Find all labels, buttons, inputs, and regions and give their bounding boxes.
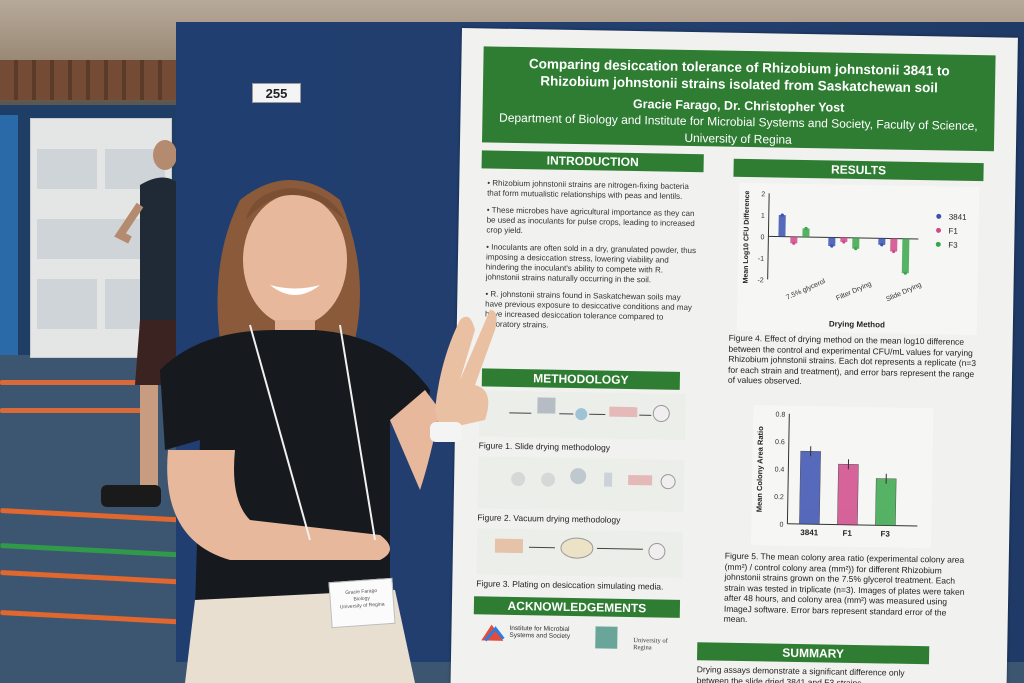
bar-F3 bbox=[901, 238, 910, 274]
y-axis bbox=[786, 413, 790, 524]
section-results: RESULTS bbox=[733, 158, 984, 182]
vacuum-drying-diagram bbox=[477, 456, 685, 512]
bar-3841 bbox=[828, 237, 836, 247]
y-tick-label: 2 bbox=[761, 191, 765, 198]
bar-3841 bbox=[799, 450, 821, 525]
data-point bbox=[892, 249, 896, 254]
data-point bbox=[792, 241, 796, 245]
y-tick-label: -2 bbox=[757, 277, 763, 284]
bar-3841 bbox=[878, 238, 886, 245]
section-summary: SUMMARY bbox=[697, 642, 930, 665]
data-point bbox=[854, 247, 858, 251]
legend-marker bbox=[935, 241, 941, 247]
y-tick-label: 0.2 bbox=[774, 494, 784, 501]
x-tick-label: Filter Drying bbox=[835, 281, 872, 303]
data-point bbox=[903, 271, 907, 275]
board-number: 255 bbox=[252, 83, 301, 103]
y-tick-label: 0.4 bbox=[775, 467, 785, 474]
bar-F3 bbox=[802, 228, 810, 238]
bar-3841 bbox=[778, 215, 786, 237]
x-tick-label: F3 bbox=[880, 529, 890, 538]
figure5-caption: Figure 5. The mean colony area ratio (ex… bbox=[723, 550, 965, 625]
legend-label: F1 bbox=[948, 227, 958, 236]
y-axis-label: Mean Colony Area Ratio bbox=[755, 426, 766, 513]
summary-text: Drying assays demonstrate a significant … bbox=[696, 664, 905, 683]
figure5-chart: 0 0.2 0.4 0.6 0.8 3841 F1 F3 Mean Colony Area Ra… bbox=[751, 405, 934, 549]
university-logo-text: University of Regina bbox=[633, 637, 668, 652]
legend-label: F3 bbox=[948, 241, 958, 250]
data-point bbox=[842, 240, 846, 244]
x-axis-label: Drying Method bbox=[829, 319, 885, 329]
x-tick-label: 3841 bbox=[800, 528, 819, 537]
y-tick-label: 0 bbox=[760, 234, 764, 241]
plant-logo-icon bbox=[595, 626, 618, 649]
research-poster: Comparing desiccation tolerance of Rhizo… bbox=[450, 28, 1018, 683]
plating-diagram bbox=[476, 528, 684, 578]
x-tick-label: 7.5% glycerol bbox=[785, 278, 827, 302]
background-board-edge bbox=[0, 115, 18, 355]
y-tick-label: 0.8 bbox=[775, 412, 785, 419]
figure4-svg: 2 1 0 -1 -2 7.5% glycerol Filter Drying Slide D… bbox=[743, 190, 968, 329]
y-tick-label: 0 bbox=[779, 522, 783, 529]
background-person bbox=[101, 140, 180, 507]
x-tick-label: F1 bbox=[842, 529, 852, 538]
poster-title-banner: Comparing desiccation tolerance of Rhizo… bbox=[482, 46, 996, 152]
data-point bbox=[804, 226, 808, 231]
bleachers bbox=[0, 60, 180, 100]
x-tick-label: Slide Drying bbox=[885, 282, 922, 304]
y-tick-label: 0.6 bbox=[775, 439, 785, 446]
bar-F1 bbox=[790, 236, 798, 244]
bar-F3 bbox=[875, 478, 897, 526]
slide-drying-diagram bbox=[478, 390, 686, 440]
data-point bbox=[780, 213, 784, 217]
figure5-svg: 0 0.2 0.4 0.6 0.8 3841 F1 F3 Mean Colony Area Ra… bbox=[755, 412, 918, 539]
figure4-chart: 2 1 0 -1 -2 7.5% glycerol Filter Drying Slide D… bbox=[736, 182, 980, 336]
y-axis-label: Mean Log10 CFU Difference bbox=[743, 190, 752, 283]
presenter-person bbox=[160, 180, 497, 683]
bar-F1 bbox=[840, 237, 848, 243]
bar-F1 bbox=[837, 463, 859, 526]
acknowledgement-logos: Institute for Microbial Systems and Soci… bbox=[477, 620, 678, 663]
y-tick-label: -1 bbox=[758, 256, 764, 263]
figure4-caption: Figure 4. Effect of drying method on the… bbox=[727, 332, 977, 386]
bar-F1 bbox=[890, 238, 898, 252]
legend-marker bbox=[936, 213, 942, 219]
name-badge: Gracie Farago Biology University of Regi… bbox=[328, 577, 396, 629]
data-point bbox=[880, 243, 884, 247]
y-tick-label: 1 bbox=[761, 213, 765, 220]
institute-logo-icon bbox=[481, 624, 505, 642]
bar-F3 bbox=[852, 237, 860, 249]
legend-label: 3841 bbox=[949, 213, 968, 222]
legend-marker bbox=[936, 227, 942, 233]
data-point bbox=[830, 244, 834, 248]
